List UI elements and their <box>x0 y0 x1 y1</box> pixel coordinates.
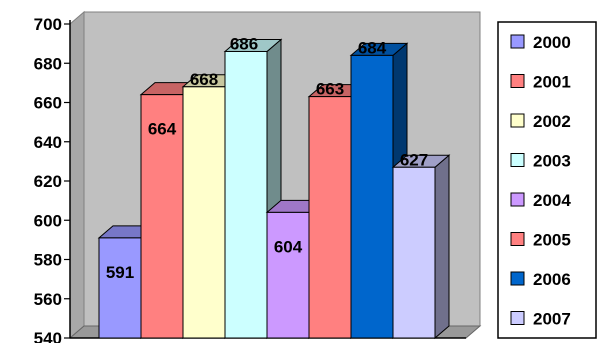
legend-item-2006: 2006 <box>510 270 571 289</box>
y-tick-label: 600 <box>34 211 62 230</box>
y-axis-ticks: 700 680 660 640 620 600 580 560 540 <box>34 15 70 343</box>
legend-swatch <box>510 153 525 167</box>
legend-label: 2004 <box>533 191 571 210</box>
data-labels: 591 664 668 686 604 663 684 627 <box>106 34 428 281</box>
legend-swatch <box>510 34 525 49</box>
bar-front <box>266 211 310 339</box>
legend-label: 2000 <box>533 33 571 52</box>
y-tick-label: 680 <box>34 54 62 73</box>
bar-2007 <box>391 154 451 340</box>
legend-item-2001: 2001 <box>510 73 571 92</box>
legend-label: 2007 <box>533 310 571 329</box>
legend-label: 2003 <box>533 152 571 171</box>
bar-2003 <box>223 38 283 340</box>
legend-item-2000: 2000 <box>510 33 571 52</box>
plot-side-wall <box>69 10 85 340</box>
data-label-2005: 663 <box>316 80 344 99</box>
bar-front <box>140 94 184 339</box>
y-tick-label: 580 <box>34 251 62 270</box>
legend-item-2002: 2002 <box>510 112 571 131</box>
data-label-2007: 627 <box>400 150 428 169</box>
y-tick-label: 700 <box>34 15 62 34</box>
y-tick-label: 660 <box>34 94 62 113</box>
legend-swatch <box>510 232 525 246</box>
legend-label: 2005 <box>533 231 571 250</box>
bar-front <box>182 86 226 339</box>
legend-item-2003: 2003 <box>510 152 571 171</box>
y-tick-label: 560 <box>34 290 62 309</box>
bar-front <box>224 50 268 339</box>
bar-front <box>392 166 436 339</box>
legend-swatch <box>510 311 525 325</box>
legend-item-2005: 2005 <box>510 231 571 250</box>
legend-swatch <box>510 192 525 207</box>
legend-swatch <box>510 271 525 286</box>
legend-label: 2001 <box>533 73 571 92</box>
bar-side <box>434 154 450 340</box>
bar-front <box>308 96 352 339</box>
y-tick-label: 620 <box>34 172 62 191</box>
bar-front <box>98 237 142 339</box>
bar-front <box>350 54 394 339</box>
legend: 2000 2001 2002 2003 2004 2005 2006 2007 <box>497 21 597 339</box>
legend-label: 2002 <box>533 112 571 131</box>
data-label-2004: 604 <box>274 237 303 256</box>
legend-swatch <box>510 74 525 88</box>
data-label-2000: 591 <box>106 263 134 282</box>
legend-swatch <box>510 113 525 128</box>
data-label-2002: 668 <box>190 70 218 89</box>
legend-label: 2006 <box>533 270 571 289</box>
bars <box>97 38 451 340</box>
legend-item-2004: 2004 <box>510 191 571 210</box>
data-label-2006: 684 <box>358 38 387 57</box>
y-tick-label: 640 <box>34 133 62 152</box>
data-label-2001: 664 <box>148 120 177 139</box>
y-tick-label: 540 <box>34 329 62 343</box>
data-label-2003: 686 <box>230 34 258 53</box>
legend-box <box>497 21 597 339</box>
legend-item-2007: 2007 <box>510 310 571 329</box>
